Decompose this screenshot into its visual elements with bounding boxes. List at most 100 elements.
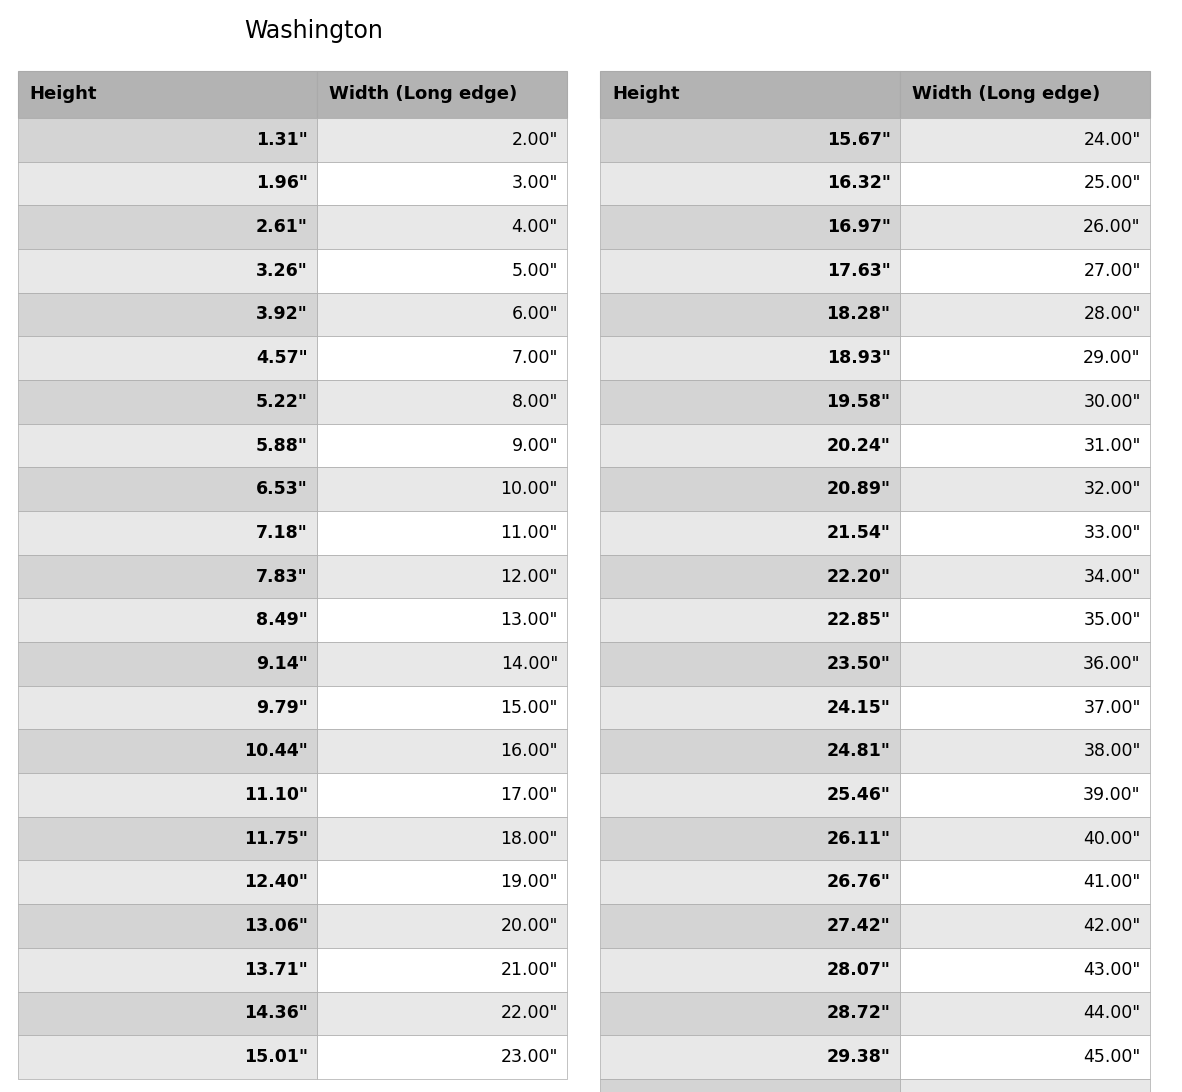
Bar <box>900 1035 1150 1079</box>
Bar <box>900 249 1150 293</box>
Bar <box>900 205 1150 249</box>
Text: 22.00": 22.00" <box>500 1005 558 1022</box>
Bar <box>18 904 317 948</box>
Bar <box>900 71 1150 118</box>
Bar <box>600 860 900 904</box>
Bar <box>900 555 1150 598</box>
Bar <box>600 424 900 467</box>
Bar <box>18 336 317 380</box>
Bar <box>900 162 1150 205</box>
Bar <box>18 380 317 424</box>
Bar <box>18 293 317 336</box>
Bar <box>18 162 317 205</box>
Bar <box>900 598 1150 642</box>
Bar <box>317 642 567 686</box>
Bar <box>900 860 1150 904</box>
Text: 5.22": 5.22" <box>256 393 307 411</box>
Bar <box>600 992 900 1035</box>
Bar <box>600 773 900 817</box>
Text: Height: Height <box>612 85 680 104</box>
Bar <box>317 729 567 773</box>
Bar <box>317 467 567 511</box>
Text: 29.00": 29.00" <box>1083 349 1141 367</box>
Bar <box>600 948 900 992</box>
Text: 13.00": 13.00" <box>500 612 558 629</box>
Text: 7.83": 7.83" <box>256 568 307 585</box>
Text: 17.00": 17.00" <box>500 786 558 804</box>
Text: 16.00": 16.00" <box>500 743 558 760</box>
Text: 36.00": 36.00" <box>1083 655 1141 673</box>
Bar <box>900 686 1150 729</box>
Text: 6.53": 6.53" <box>256 480 307 498</box>
Text: Height: Height <box>30 85 97 104</box>
Text: 13.71": 13.71" <box>243 961 307 978</box>
Bar <box>18 948 317 992</box>
Bar <box>317 249 567 293</box>
Text: 37.00": 37.00" <box>1083 699 1141 716</box>
Bar <box>600 511 900 555</box>
Text: 10.44": 10.44" <box>243 743 307 760</box>
Text: 26.00": 26.00" <box>1083 218 1141 236</box>
Text: 5.00": 5.00" <box>512 262 558 280</box>
Bar <box>600 162 900 205</box>
Bar <box>900 1079 1150 1092</box>
Text: 30.00": 30.00" <box>1083 393 1141 411</box>
Text: 24.81": 24.81" <box>826 743 890 760</box>
Text: 13.06": 13.06" <box>243 917 307 935</box>
Bar <box>317 205 567 249</box>
Bar <box>600 642 900 686</box>
Text: 16.32": 16.32" <box>826 175 890 192</box>
Bar <box>600 380 900 424</box>
Bar <box>18 729 317 773</box>
Text: 33.00": 33.00" <box>1083 524 1141 542</box>
Text: 12.40": 12.40" <box>243 874 307 891</box>
Bar <box>600 249 900 293</box>
Text: 11.00": 11.00" <box>500 524 558 542</box>
Bar <box>18 424 317 467</box>
Bar <box>900 380 1150 424</box>
Bar <box>317 424 567 467</box>
Text: 15.01": 15.01" <box>243 1048 307 1066</box>
Text: 25.00": 25.00" <box>1083 175 1141 192</box>
Bar <box>317 904 567 948</box>
Bar <box>600 467 900 511</box>
Text: 23.00": 23.00" <box>500 1048 558 1066</box>
Bar <box>18 642 317 686</box>
Text: 9.79": 9.79" <box>256 699 307 716</box>
Bar <box>600 817 900 860</box>
Bar <box>18 249 317 293</box>
Bar <box>18 773 317 817</box>
Bar <box>900 336 1150 380</box>
Bar <box>317 555 567 598</box>
Text: 8.49": 8.49" <box>256 612 307 629</box>
Bar <box>900 948 1150 992</box>
Bar <box>317 598 567 642</box>
Text: Width (Long edge): Width (Long edge) <box>911 85 1100 104</box>
Text: 43.00": 43.00" <box>1084 961 1141 978</box>
Text: 3.00": 3.00" <box>512 175 558 192</box>
Text: 4.57": 4.57" <box>256 349 307 367</box>
Text: 18.28": 18.28" <box>826 306 890 323</box>
Text: 35.00": 35.00" <box>1083 612 1141 629</box>
Text: 20.24": 20.24" <box>826 437 890 454</box>
Bar <box>317 773 567 817</box>
Bar <box>317 860 567 904</box>
Text: 18.93": 18.93" <box>826 349 890 367</box>
Bar <box>900 642 1150 686</box>
Bar <box>900 293 1150 336</box>
Bar <box>18 511 317 555</box>
Bar <box>600 1035 900 1079</box>
Text: 24.00": 24.00" <box>1084 131 1141 149</box>
Bar <box>600 555 900 598</box>
Bar <box>18 71 317 118</box>
Text: 12.00": 12.00" <box>500 568 558 585</box>
Text: 4.00": 4.00" <box>512 218 558 236</box>
Bar <box>900 773 1150 817</box>
Text: 31.00": 31.00" <box>1083 437 1141 454</box>
Bar <box>317 1035 567 1079</box>
Bar <box>600 598 900 642</box>
Text: 8.00": 8.00" <box>512 393 558 411</box>
Bar <box>900 118 1150 162</box>
Text: 14.00": 14.00" <box>501 655 558 673</box>
Bar <box>18 860 317 904</box>
